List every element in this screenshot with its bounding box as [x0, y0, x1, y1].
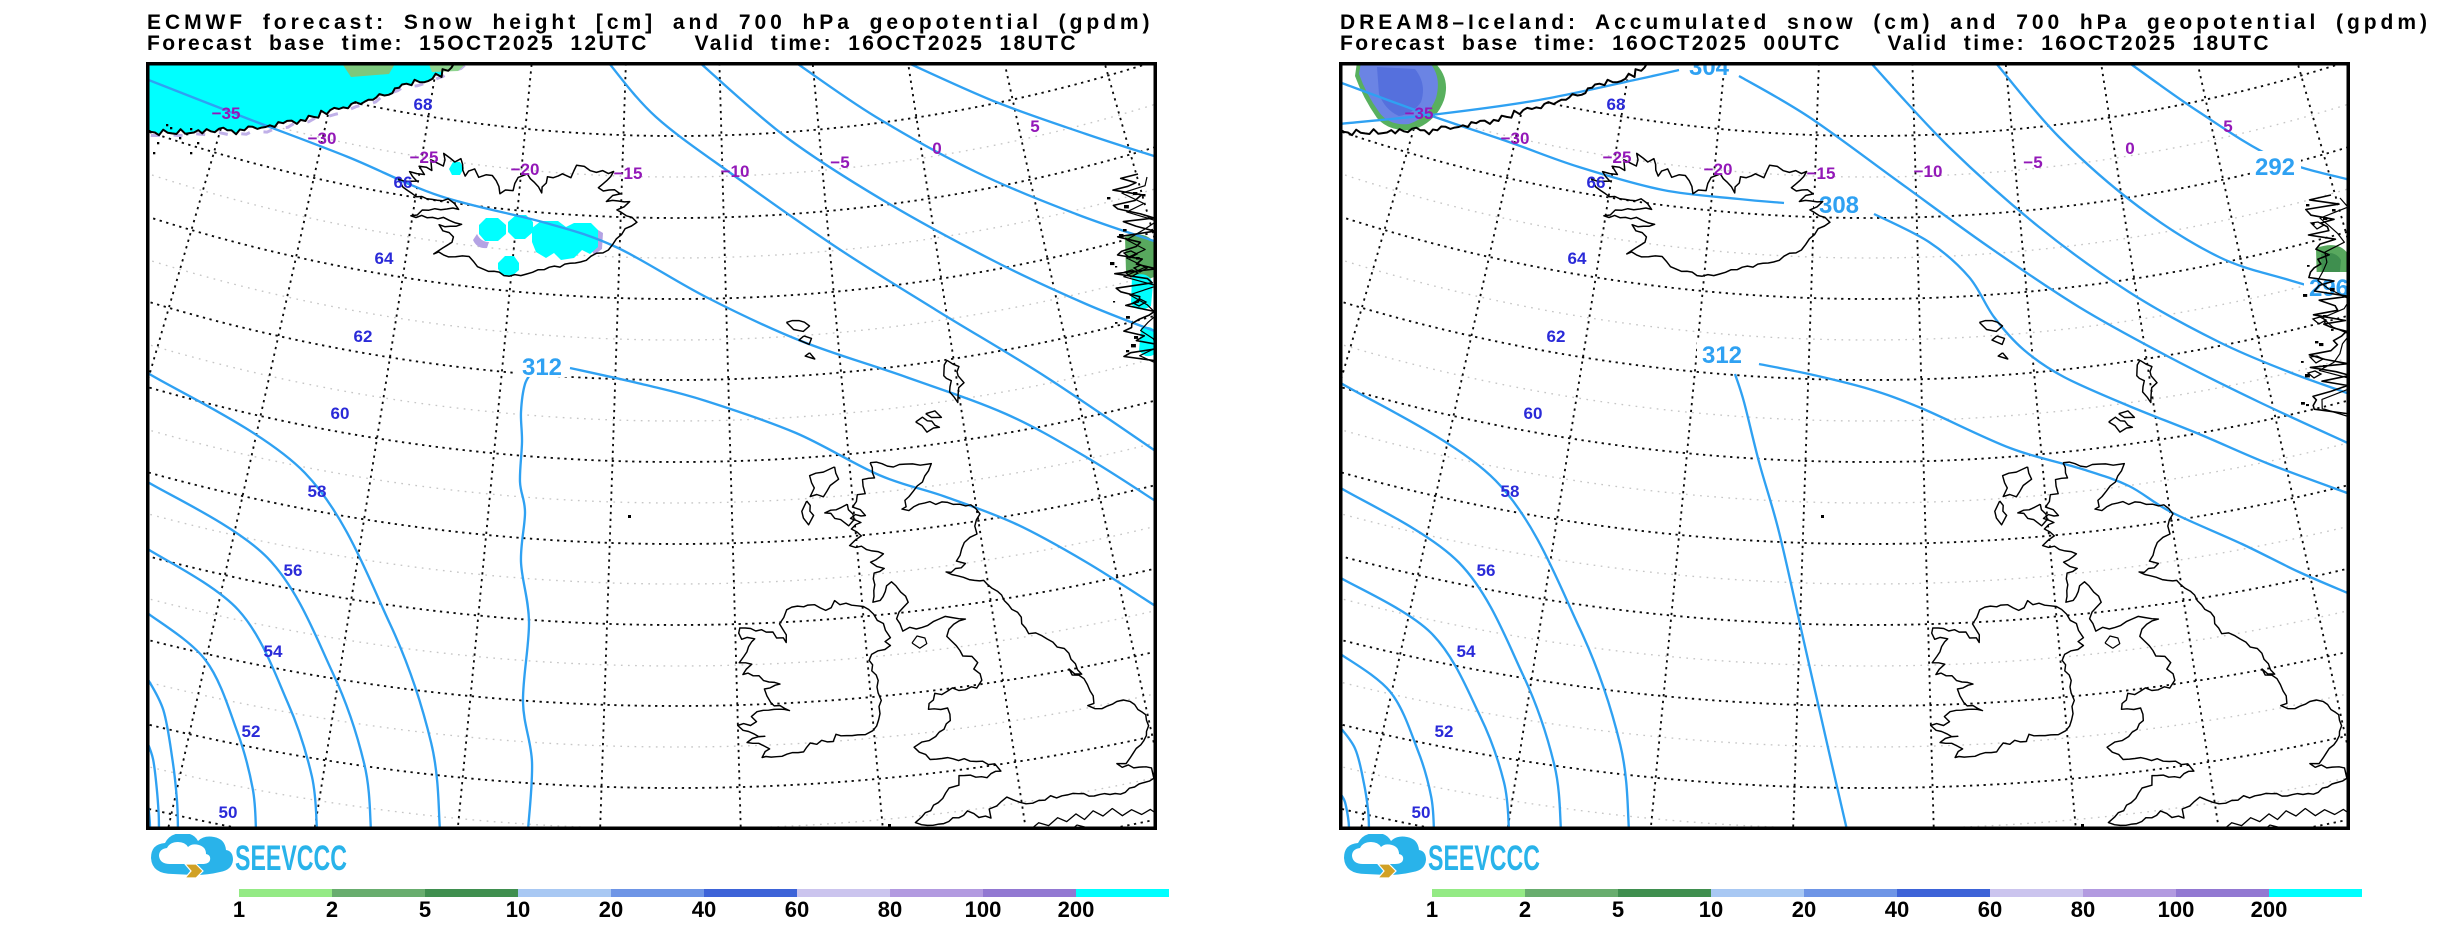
svg-text:64: 64 — [375, 249, 394, 268]
svg-text:62: 62 — [1547, 327, 1566, 346]
svg-text:−15: −15 — [614, 164, 643, 183]
svg-text:−20: −20 — [1704, 160, 1733, 179]
svg-text:66: 66 — [394, 173, 413, 192]
svg-text:312: 312 — [522, 354, 562, 381]
svg-text:60: 60 — [1524, 404, 1543, 423]
svg-text:0: 0 — [932, 139, 941, 158]
svg-text:−30: −30 — [1501, 129, 1530, 148]
svg-text:54: 54 — [1457, 642, 1476, 661]
svg-text:−15: −15 — [1807, 164, 1836, 183]
svg-text:64: 64 — [1568, 249, 1587, 268]
svg-text:−25: −25 — [410, 148, 439, 167]
svg-text:68: 68 — [414, 95, 433, 114]
svg-text:54: 54 — [264, 642, 283, 661]
svg-text:5: 5 — [2223, 117, 2232, 136]
svg-text:−30: −30 — [308, 129, 337, 148]
svg-text:58: 58 — [308, 482, 327, 501]
svg-text:56: 56 — [284, 561, 303, 580]
svg-text:60: 60 — [331, 404, 350, 423]
svg-text:62: 62 — [354, 327, 373, 346]
svg-text:304: 304 — [1689, 62, 1730, 81]
svg-text:50: 50 — [1412, 803, 1431, 822]
svg-text:308: 308 — [1819, 192, 1859, 219]
svg-text:68: 68 — [1607, 95, 1626, 114]
svg-text:50: 50 — [219, 803, 238, 822]
svg-text:5: 5 — [1030, 117, 1039, 136]
svg-text:−25: −25 — [1603, 148, 1632, 167]
svg-text:−10: −10 — [1914, 162, 1943, 181]
svg-text:292: 292 — [2255, 154, 2295, 181]
svg-text:−5: −5 — [830, 153, 849, 172]
svg-text:−20: −20 — [511, 160, 540, 179]
svg-text:−35: −35 — [212, 104, 241, 123]
svg-text:SEEVCCC: SEEVCCC — [1428, 839, 1540, 878]
svg-text:−5: −5 — [2023, 153, 2042, 172]
svg-text:−10: −10 — [721, 162, 750, 181]
svg-text:52: 52 — [242, 722, 261, 741]
svg-text:−35: −35 — [1405, 104, 1434, 123]
svg-text:0: 0 — [2125, 139, 2134, 158]
svg-text:56: 56 — [1477, 561, 1496, 580]
svg-text:52: 52 — [1435, 722, 1454, 741]
svg-text:SEEVCCC: SEEVCCC — [235, 839, 347, 878]
svg-text:312: 312 — [1702, 342, 1742, 369]
svg-text:58: 58 — [1501, 482, 1520, 501]
svg-text:66: 66 — [1587, 173, 1606, 192]
